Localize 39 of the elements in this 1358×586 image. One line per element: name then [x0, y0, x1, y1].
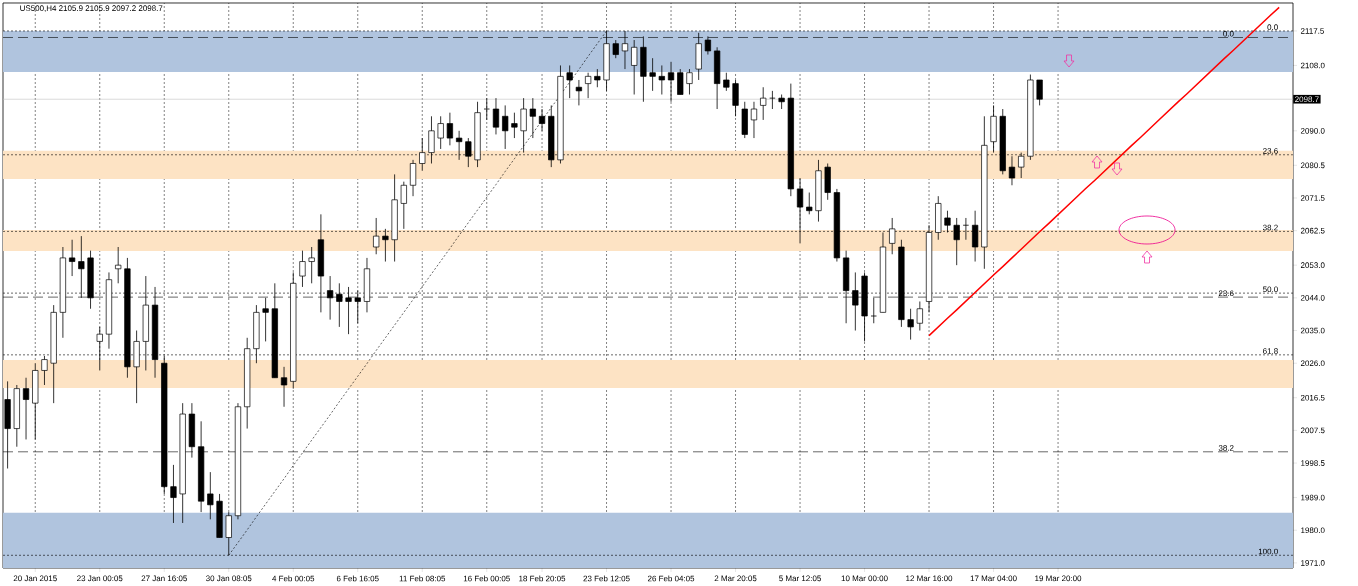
candlestick [732, 79, 739, 117]
candlestick [280, 366, 288, 408]
candlestick [566, 65, 573, 99]
candlestick [667, 61, 675, 103]
candlestick [677, 68, 684, 95]
candlestick [170, 464, 177, 524]
candlestick [750, 101, 758, 139]
candlestick [1036, 79, 1043, 106]
candlestick [400, 181, 407, 230]
candlestick [769, 90, 776, 110]
candlestick [658, 65, 665, 95]
candlestick [594, 68, 601, 88]
candlestick [612, 39, 619, 59]
candlestick [492, 97, 500, 135]
candlestick [538, 108, 546, 132]
candlestick [437, 115, 444, 150]
candlestick [207, 471, 214, 520]
candlestick [22, 377, 30, 440]
candlestick [631, 39, 638, 95]
candlestick [299, 250, 306, 288]
candlestick [723, 72, 730, 92]
candlestick [68, 239, 76, 277]
candlestick [502, 104, 509, 150]
candlestick [446, 112, 454, 146]
candlestick [907, 308, 914, 340]
candlestick [649, 57, 656, 92]
candlestick [409, 159, 417, 197]
candlestick [760, 86, 767, 121]
candlestick [806, 192, 813, 215]
candlestick [585, 72, 592, 99]
candlestick [916, 301, 923, 331]
candlestick [796, 177, 804, 244]
candlestick [529, 97, 536, 139]
candlestick [483, 97, 490, 121]
candlestick [115, 246, 122, 284]
candlestick [511, 112, 518, 139]
candlestick [575, 79, 583, 106]
candlestick [686, 68, 693, 95]
candlestick [308, 246, 315, 284]
